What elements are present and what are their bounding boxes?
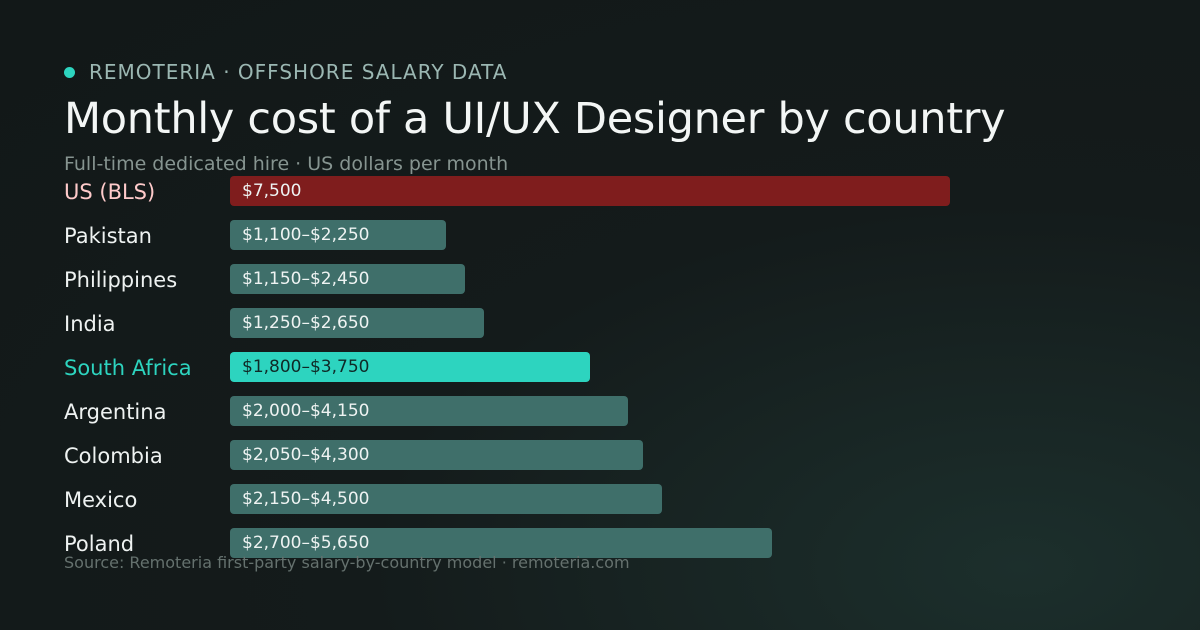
bar-south-africa <box>230 352 590 382</box>
bar-philippines <box>230 264 466 294</box>
value-label-mexico: $2,150–$4,500 <box>242 489 370 509</box>
chart-title: Monthly cost of a UI/UX Designer by coun… <box>64 94 1006 144</box>
value-label-poland: $2,700–$5,650 <box>242 533 370 553</box>
category-label-argentina: Argentina <box>64 400 167 424</box>
category-label-us-bls: US (BLS) <box>64 180 156 204</box>
source-note: Source: Remoteria first-party salary-by-… <box>64 553 630 572</box>
category-label-india: India <box>64 312 116 336</box>
value-label-india: $1,250–$2,650 <box>242 313 370 333</box>
value-label-south-africa: $1,800–$3,750 <box>242 357 370 377</box>
eyebrow: REMOTERIA · OFFSHORE SALARY DATA <box>64 60 507 84</box>
value-label-colombia: $2,050–$4,300 <box>242 445 370 465</box>
bar-colombia <box>230 440 643 470</box>
bar-india <box>230 308 485 338</box>
value-label-pakistan: $1,100–$2,250 <box>242 225 370 245</box>
bar-poland <box>230 528 773 558</box>
value-label-argentina: $2,000–$4,150 <box>242 401 370 421</box>
bar-argentina <box>230 396 629 426</box>
category-label-south-africa: South Africa <box>64 356 192 380</box>
chart-subtitle: Full-time dedicated hire · US dollars pe… <box>64 153 509 175</box>
category-label-colombia: Colombia <box>64 444 163 468</box>
category-label-philippines: Philippines <box>64 268 178 292</box>
value-label-us-bls: $7,500 <box>242 181 302 201</box>
category-label-pakistan: Pakistan <box>64 224 152 248</box>
bar-mexico <box>230 484 662 514</box>
category-label-mexico: Mexico <box>64 488 138 512</box>
bar-pakistan <box>230 220 446 250</box>
eyebrow-text: REMOTERIA · OFFSHORE SALARY DATA <box>89 60 508 84</box>
bar-us-bls <box>230 176 950 206</box>
value-label-philippines: $1,150–$2,450 <box>242 269 370 289</box>
category-label-poland: Poland <box>64 532 135 556</box>
accent-dot-icon <box>64 66 75 78</box>
